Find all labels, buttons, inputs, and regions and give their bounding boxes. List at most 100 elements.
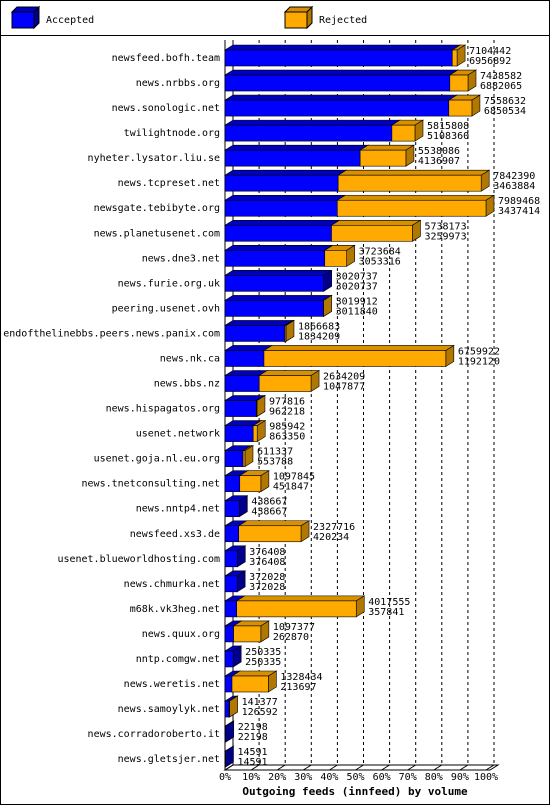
legend-swatch bbox=[284, 11, 308, 29]
bar-segment bbox=[223, 745, 235, 768]
total-label: 7989468 bbox=[498, 196, 540, 207]
total-label: 2634209 bbox=[323, 372, 365, 383]
bar-segment bbox=[223, 570, 247, 593]
category-label: news.tcpreset.net bbox=[118, 178, 220, 189]
bar-segment bbox=[237, 520, 311, 543]
bar-segment bbox=[359, 144, 415, 167]
legend-swatch bbox=[11, 11, 35, 29]
total-label: 1097377 bbox=[273, 622, 315, 633]
bar-segment bbox=[232, 620, 270, 643]
accepted-label: 3463884 bbox=[493, 181, 535, 192]
total-label: 985942 bbox=[269, 422, 305, 433]
accepted-label: 262870 bbox=[273, 632, 309, 643]
category-label: m68k.vk3heg.net bbox=[130, 604, 220, 615]
accepted-label: 357841 bbox=[368, 607, 404, 618]
category-label: news.chmurka.net bbox=[124, 579, 220, 590]
category-label: news.corradoroberto.it bbox=[88, 729, 220, 740]
accepted-label: 22198 bbox=[238, 732, 268, 743]
bar-segment bbox=[223, 244, 334, 267]
accepted-label: 1834209 bbox=[298, 331, 340, 342]
accepted-label: 4136907 bbox=[418, 156, 460, 167]
x-tick bbox=[433, 764, 443, 771]
bar-segment bbox=[223, 720, 235, 743]
total-label: 438667 bbox=[251, 497, 287, 508]
x-tick-label: 0% bbox=[219, 772, 231, 783]
accepted-label: 6882065 bbox=[480, 81, 522, 92]
bar-segment bbox=[258, 369, 321, 393]
category-label: news.sonologic.net bbox=[112, 103, 220, 114]
x-tick bbox=[355, 764, 364, 771]
accepted-label: 3259973 bbox=[424, 231, 466, 242]
total-label: 22198 bbox=[238, 722, 268, 733]
total-label: 1866683 bbox=[298, 321, 340, 332]
category-label: endofthelinebbs.peers.news.panix.com bbox=[3, 328, 220, 339]
x-tick-label: 60% bbox=[373, 772, 391, 783]
accepted-label: 863350 bbox=[269, 432, 305, 443]
category-label: news.gletsjer.net bbox=[118, 754, 220, 765]
accepted-label: 213697 bbox=[280, 682, 316, 693]
bar-segment bbox=[330, 219, 422, 242]
bar-segment bbox=[283, 319, 296, 342]
accepted-label: 3020737 bbox=[336, 281, 378, 292]
category-label: newsfeed.xs3.de bbox=[130, 529, 220, 540]
accepted-label: 3053316 bbox=[359, 256, 401, 267]
total-label: 141377 bbox=[242, 697, 278, 708]
accepted-label: 3437414 bbox=[498, 206, 540, 217]
x-tick bbox=[329, 764, 338, 771]
bar-segment bbox=[223, 94, 458, 117]
legend-label: Rejected bbox=[319, 15, 367, 26]
total-label: 7842390 bbox=[493, 171, 535, 182]
x-tick bbox=[224, 764, 234, 771]
accepted-label: 126592 bbox=[242, 707, 278, 718]
x-tick bbox=[276, 764, 286, 771]
bar-segment bbox=[223, 645, 243, 668]
x-tick bbox=[250, 764, 260, 771]
bar-segment bbox=[337, 169, 491, 192]
category-label: news.hispagatos.org bbox=[106, 404, 220, 415]
bar-segment bbox=[336, 194, 496, 217]
category-label: usenet.network bbox=[136, 429, 220, 440]
accepted-label: 6850534 bbox=[484, 106, 526, 117]
category-label: news.dne3.net bbox=[142, 253, 220, 264]
category-label: news.nntp4.net bbox=[136, 504, 220, 515]
x-tick-label: 20% bbox=[268, 772, 286, 783]
x-tick-label: 80% bbox=[425, 772, 443, 783]
accepted-label: 376408 bbox=[249, 557, 285, 568]
total-label: 5815808 bbox=[427, 121, 469, 132]
bar-segment bbox=[223, 219, 341, 242]
bar-segment bbox=[223, 319, 294, 342]
accepted-label: 3011840 bbox=[336, 306, 378, 317]
total-label: 250335 bbox=[245, 647, 281, 658]
bar-segment bbox=[252, 420, 267, 443]
category-label: nyheter.lysator.liu.se bbox=[88, 153, 220, 164]
bar-segment bbox=[230, 670, 278, 693]
accepted-label: 14591 bbox=[237, 757, 267, 768]
accepted-label: 420234 bbox=[313, 532, 349, 543]
total-label: 372028 bbox=[249, 572, 285, 583]
category-label: news.tnetconsulting.net bbox=[82, 479, 220, 490]
total-label: 14591 bbox=[237, 747, 267, 758]
bar-segment bbox=[223, 194, 347, 217]
bar-segment bbox=[238, 470, 270, 493]
accepted-label: 250335 bbox=[245, 657, 281, 668]
category-label: news.samoylyk.net bbox=[118, 704, 220, 715]
bar-segment bbox=[242, 445, 255, 468]
bar-segment bbox=[223, 119, 401, 142]
category-label: news.furie.org.uk bbox=[118, 278, 220, 289]
total-label: 2327716 bbox=[313, 522, 355, 533]
bar-segment bbox=[323, 244, 356, 267]
bar-segment bbox=[223, 269, 333, 292]
accepted-label: 451847 bbox=[273, 482, 309, 493]
x-tick bbox=[459, 764, 469, 771]
x-tick-label: 50% bbox=[346, 772, 364, 783]
category-label: news.quux.org bbox=[142, 629, 220, 640]
total-label: 1328434 bbox=[280, 672, 322, 683]
accepted-label: 553788 bbox=[257, 457, 293, 468]
accepted-label: 1047877 bbox=[323, 382, 365, 393]
accepted-label: 6956892 bbox=[469, 56, 511, 67]
x-tick-label: 30% bbox=[294, 772, 312, 783]
bar-segment bbox=[255, 395, 266, 418]
bar-segment bbox=[223, 545, 247, 568]
